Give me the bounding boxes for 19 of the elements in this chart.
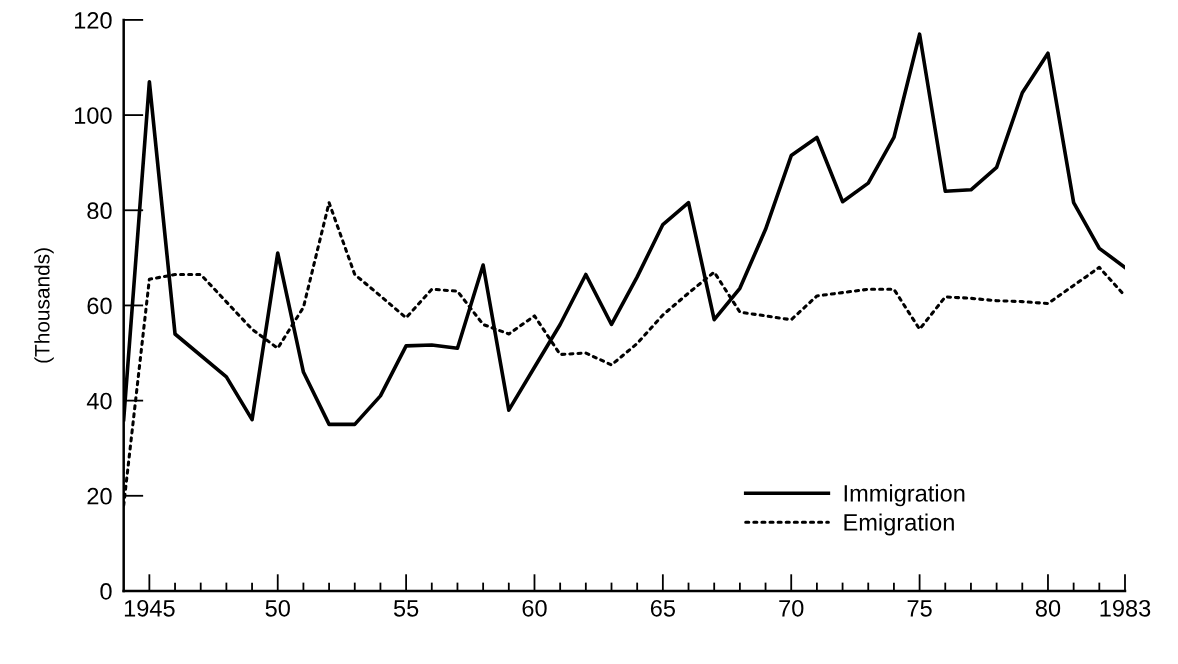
x-tick-label: 65 <box>650 599 675 617</box>
x-tick-label: 1945 <box>124 599 175 617</box>
x-tick-label: 80 <box>1035 599 1061 617</box>
y-tick-label: 60 <box>87 297 112 315</box>
y-tick-label: 120 <box>74 11 112 29</box>
x-tick-label: 55 <box>393 600 419 617</box>
y-tick-label: 0 <box>100 583 112 600</box>
x-tick-label: 70 <box>779 599 804 617</box>
legend-label: Emigration <box>844 513 954 536</box>
x-tick-label: 60 <box>522 599 547 617</box>
x-tick-label: 75 <box>907 600 932 617</box>
x-tick-label: 50 <box>265 599 290 617</box>
y-tick-label: 20 <box>87 487 112 505</box>
y-tick-label: 40 <box>86 392 112 410</box>
y-tick-label: 80 <box>87 202 112 220</box>
y-axis-title: (Thousands) <box>34 248 54 363</box>
legend-label: Immigration <box>844 484 965 507</box>
x-tick-label: 1983 <box>1100 599 1151 617</box>
y-tick-label: 100 <box>74 107 112 124</box>
